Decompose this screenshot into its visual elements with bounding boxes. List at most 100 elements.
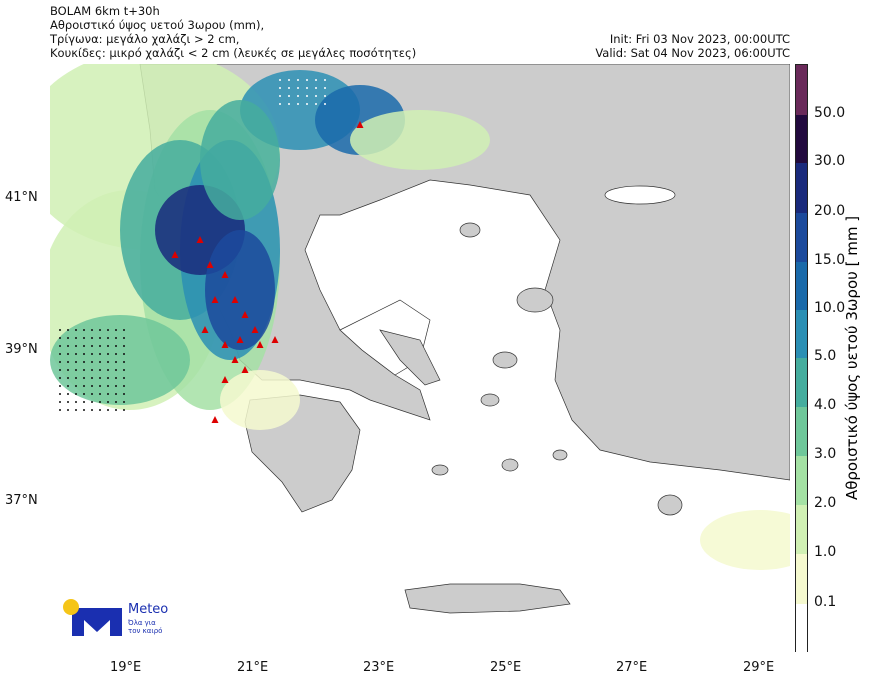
small-hail-dot <box>107 329 109 331</box>
small-hail-dot <box>123 353 125 355</box>
lat-tick: 37°N <box>5 493 38 508</box>
large-hail-triangle <box>231 296 239 303</box>
large-hail-triangle <box>221 271 229 278</box>
small-hail-dot <box>107 385 109 387</box>
small-hail-dot <box>107 353 109 355</box>
land-crete <box>404 583 571 614</box>
small-hail-dot <box>67 337 69 339</box>
small-hail-dot <box>315 87 317 89</box>
small-hail-dot <box>91 377 93 379</box>
small-hail-dot <box>123 345 125 347</box>
small-hail-dot <box>115 345 117 347</box>
colorbar-swatch <box>796 505 807 554</box>
small-hail-dot <box>67 409 69 411</box>
small-hail-dot <box>83 393 85 395</box>
large-hail-triangle <box>241 311 249 318</box>
small-hail-dot <box>324 79 326 81</box>
small-hail-dot <box>315 103 317 105</box>
colorbar-label: 15.0 <box>814 252 846 268</box>
small-hail-dot <box>324 95 326 97</box>
large-hail-triangle <box>231 356 239 363</box>
small-hail-dot <box>99 393 101 395</box>
colorbar-label: 1.0 <box>814 544 837 560</box>
small-hail-dot <box>279 103 281 105</box>
small-hail-dot <box>59 369 61 371</box>
small-hail-dot <box>83 345 85 347</box>
small-hail-dot <box>123 393 125 395</box>
precipitation-area <box>350 110 490 170</box>
small-hail-dot <box>123 401 125 403</box>
precipitation-map <box>50 64 790 652</box>
small-hail-dot <box>75 329 77 331</box>
lon-tick: 23°E <box>363 660 395 675</box>
large-hail-triangle <box>256 341 264 348</box>
colorbar-label: 3.0 <box>814 446 837 462</box>
small-hail-dot <box>67 393 69 395</box>
small-hail-dot <box>99 401 101 403</box>
small-hail-dot <box>75 369 77 371</box>
small-hail-dot <box>91 409 93 411</box>
small-hail-dot <box>83 353 85 355</box>
small-hail-dot <box>288 87 290 89</box>
colorbar-swatch <box>796 262 807 310</box>
lon-tick: 21°E <box>237 660 269 675</box>
small-hail-dot <box>83 337 85 339</box>
large-hail-triangle <box>221 376 229 383</box>
small-hail-dot <box>115 401 117 403</box>
small-hail-dot <box>123 409 125 411</box>
small-hail-dot <box>99 385 101 387</box>
small-hail-dot <box>107 369 109 371</box>
small-hail-dot <box>91 393 93 395</box>
precipitation-area <box>200 100 280 220</box>
colorbar-swatch <box>796 213 807 262</box>
meteo-logo: Meteo Όλα για τον καιρό <box>62 598 172 642</box>
large-hail-triangle <box>271 336 279 343</box>
colorbar-swatch <box>796 163 807 213</box>
colorbar-swatch <box>796 65 807 115</box>
lat-tick: 41°N <box>5 190 38 205</box>
small-hail-dot <box>279 95 281 97</box>
small-hail-dot <box>123 361 125 363</box>
small-hail-dot <box>75 345 77 347</box>
large-hail-triangle <box>356 121 364 128</box>
small-hail-dot <box>115 329 117 331</box>
lat-tick: 39°N <box>5 342 38 357</box>
valid-time: Valid: Sat 04 Nov 2023, 06:00UTC <box>595 46 790 60</box>
small-hail-dot <box>99 369 101 371</box>
small-hail-dot <box>107 401 109 403</box>
small-hail-dot <box>83 401 85 403</box>
logo-tagline-2: τον καιρό <box>128 627 163 635</box>
colorbar-title: Αθροιστικό ύψος υετού 3ωρου [ mm ] <box>843 215 861 501</box>
small-hail-dot <box>107 337 109 339</box>
small-hail-dot <box>83 329 85 331</box>
small-hail-dot <box>75 409 77 411</box>
small-hail-dot <box>67 369 69 371</box>
large-hail-triangle <box>241 366 249 373</box>
lon-tick: 27°E <box>616 660 648 675</box>
colorbar-label: 0.1 <box>814 594 837 610</box>
small-hail-dot <box>306 103 308 105</box>
small-hail-dot <box>59 393 61 395</box>
colorbar <box>795 64 808 653</box>
large-hail-triangle <box>236 336 244 343</box>
colorbar-label: 2.0 <box>814 495 837 511</box>
colorbar-swatch <box>796 358 807 407</box>
lon-tick: 29°E <box>743 660 775 675</box>
small-hail-dot <box>279 87 281 89</box>
small-hail-dot <box>297 95 299 97</box>
small-hail-dot <box>297 103 299 105</box>
small-hail-dot <box>59 353 61 355</box>
logo-name: Meteo <box>128 602 169 617</box>
precipitation-area <box>220 370 300 430</box>
small-hail-dot <box>59 345 61 347</box>
small-hail-dot <box>288 103 290 105</box>
small-hail-dot <box>115 385 117 387</box>
small-hail-dot <box>91 369 93 371</box>
title-line-3: Τρίγωνα: μεγάλο χαλάζι > 2 cm, <box>50 32 240 46</box>
colorbar-label: 4.0 <box>814 397 837 413</box>
small-hail-dot <box>315 95 317 97</box>
large-hail-triangle <box>201 326 209 333</box>
small-hail-dot <box>59 361 61 363</box>
large-hail-triangle <box>196 236 204 243</box>
small-hail-dot <box>91 385 93 387</box>
